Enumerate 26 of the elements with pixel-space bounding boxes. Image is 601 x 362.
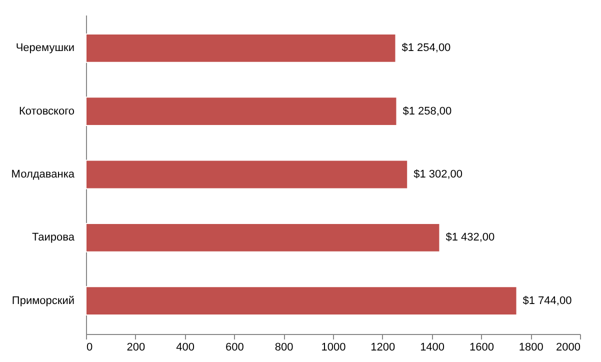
x-tick-label: 1600 <box>469 342 494 354</box>
x-tick-label: 800 <box>274 342 294 354</box>
x-tick-label: 1800 <box>518 342 544 354</box>
x-tick-label: 1400 <box>420 342 445 354</box>
y-tick-label: Черемушки <box>16 42 74 54</box>
x-tick-label: 2000 <box>556 342 580 354</box>
y-tick-label: Котовского <box>19 105 74 118</box>
data-label: $1 302,00 <box>414 168 463 180</box>
bar <box>86 286 518 316</box>
y-tick-label: Приморский <box>12 294 74 307</box>
data-label: $1 258,00 <box>402 105 452 118</box>
bar <box>86 96 398 126</box>
data-label: $1 432,00 <box>446 232 495 244</box>
x-tick-label: 600 <box>226 342 244 354</box>
y-tick-label: Таирова <box>32 232 76 244</box>
bar <box>86 33 396 63</box>
x-tick-label: 200 <box>126 342 146 354</box>
bar <box>86 160 408 190</box>
y-tick-label: Молдаванка <box>11 168 76 180</box>
x-tick-label: 1200 <box>370 342 396 354</box>
x-tick-label: 0 <box>86 342 93 354</box>
data-label: $1 254,00 <box>402 42 451 54</box>
x-tick-label: 400 <box>176 342 194 354</box>
bar <box>86 222 440 252</box>
x-tick-label: 1000 <box>321 342 346 354</box>
data-label: $1 744,00 <box>522 294 572 307</box>
